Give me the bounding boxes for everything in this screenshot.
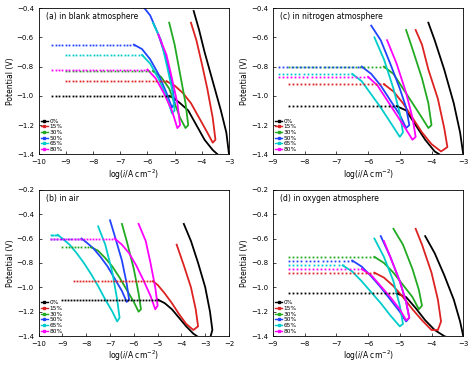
- Y-axis label: Potential (V): Potential (V): [240, 239, 249, 287]
- Text: (c) in nitrogen atmosphere: (c) in nitrogen atmosphere: [281, 13, 383, 21]
- Text: (a) in blank atmosphere: (a) in blank atmosphere: [46, 13, 138, 21]
- Y-axis label: Potential (V): Potential (V): [6, 58, 15, 105]
- Y-axis label: Potential (V): Potential (V): [6, 239, 15, 287]
- Legend: 0%, 15%, 30%, 50%, 65%, 80%: 0%, 15%, 30%, 50%, 65%, 80%: [274, 118, 298, 153]
- X-axis label: log($i$/A cm$^{-2}$): log($i$/A cm$^{-2}$): [343, 349, 393, 363]
- Legend: 0%, 15%, 30%, 50%, 65%, 80%: 0%, 15%, 30%, 50%, 65%, 80%: [274, 300, 298, 334]
- Legend: 0%, 15%, 30%, 50%, 65%, 80%: 0%, 15%, 30%, 50%, 65%, 80%: [40, 118, 63, 153]
- Legend: 0%, 15%, 30%, 50%, 65%, 80%: 0%, 15%, 30%, 50%, 65%, 80%: [40, 300, 63, 334]
- X-axis label: log($i$/A cm$^{-2}$): log($i$/A cm$^{-2}$): [108, 167, 159, 182]
- Text: (b) in air: (b) in air: [46, 194, 79, 203]
- Text: (d) in oxygen atmosphere: (d) in oxygen atmosphere: [281, 194, 379, 203]
- Y-axis label: Potential (V): Potential (V): [240, 58, 249, 105]
- X-axis label: log($i$/A cm$^{-2}$): log($i$/A cm$^{-2}$): [108, 349, 159, 363]
- X-axis label: log($i$/A cm$^{-2}$): log($i$/A cm$^{-2}$): [343, 167, 393, 182]
